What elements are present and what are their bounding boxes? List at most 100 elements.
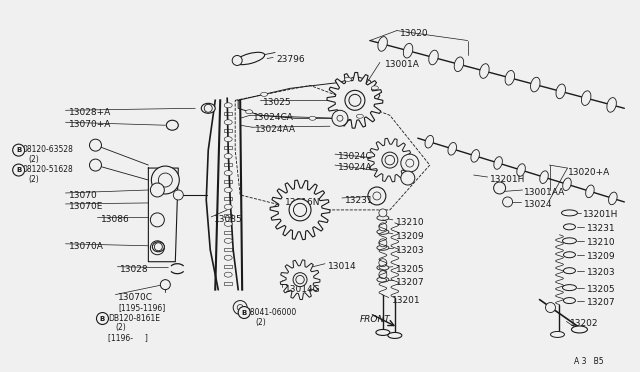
Ellipse shape <box>531 77 540 92</box>
Ellipse shape <box>224 137 232 142</box>
Text: 23796: 23796 <box>276 55 305 64</box>
Circle shape <box>232 55 242 65</box>
Circle shape <box>337 115 343 121</box>
Ellipse shape <box>563 298 575 304</box>
Ellipse shape <box>609 192 617 205</box>
Text: 13201H: 13201H <box>584 210 619 219</box>
Bar <box>224 231 232 234</box>
Ellipse shape <box>378 36 387 51</box>
Bar <box>224 197 232 200</box>
Ellipse shape <box>454 57 464 71</box>
Circle shape <box>237 305 243 311</box>
Text: [1195-1196]: [1195-1196] <box>118 304 166 312</box>
Ellipse shape <box>425 135 433 148</box>
Bar <box>224 265 232 268</box>
Ellipse shape <box>377 277 389 282</box>
Circle shape <box>406 159 414 167</box>
Circle shape <box>238 307 250 318</box>
Text: FRONT: FRONT <box>360 314 390 324</box>
Circle shape <box>97 312 108 324</box>
Polygon shape <box>270 180 330 240</box>
Bar <box>224 214 232 217</box>
Text: 13001A: 13001A <box>385 61 420 70</box>
Circle shape <box>379 223 387 231</box>
Circle shape <box>90 159 102 171</box>
Ellipse shape <box>236 52 265 65</box>
Text: 13024A: 13024A <box>338 163 372 172</box>
Ellipse shape <box>224 170 232 176</box>
Bar <box>224 129 232 132</box>
Text: 13020+A: 13020+A <box>568 168 610 177</box>
Text: 13024CA: 13024CA <box>253 113 294 122</box>
Text: 13070: 13070 <box>68 191 97 200</box>
Text: B: B <box>16 147 21 153</box>
Text: 13001AA: 13001AA <box>524 188 565 197</box>
Ellipse shape <box>201 103 215 113</box>
Ellipse shape <box>377 245 389 250</box>
Text: 13028+A: 13028+A <box>68 108 111 117</box>
Text: 13210: 13210 <box>588 238 616 247</box>
Ellipse shape <box>556 84 566 99</box>
Ellipse shape <box>260 92 268 96</box>
Bar <box>224 180 232 183</box>
Bar <box>224 248 232 251</box>
Text: 13014G: 13014G <box>285 285 321 294</box>
Ellipse shape <box>494 157 502 169</box>
Text: (2): (2) <box>255 318 266 327</box>
Text: 13231: 13231 <box>588 224 616 233</box>
Ellipse shape <box>505 70 515 85</box>
Text: 13014: 13014 <box>328 262 356 271</box>
Text: 13205: 13205 <box>588 285 616 294</box>
Ellipse shape <box>479 64 489 78</box>
Bar <box>224 163 232 166</box>
Text: 08041-06000: 08041-06000 <box>245 308 296 317</box>
Text: 13201: 13201 <box>392 296 420 305</box>
Ellipse shape <box>224 221 232 226</box>
Text: A 3   B5: A 3 B5 <box>575 357 604 366</box>
Ellipse shape <box>403 44 413 58</box>
Ellipse shape <box>607 97 616 112</box>
Text: (2): (2) <box>29 155 40 164</box>
Ellipse shape <box>356 114 364 118</box>
Ellipse shape <box>224 272 232 277</box>
Circle shape <box>150 241 164 255</box>
Text: 13070C: 13070C <box>118 293 154 302</box>
Ellipse shape <box>224 205 232 209</box>
Ellipse shape <box>152 242 164 252</box>
Text: 13016N: 13016N <box>285 198 321 207</box>
Circle shape <box>90 139 102 151</box>
Text: 13209: 13209 <box>588 252 616 261</box>
Circle shape <box>154 243 163 251</box>
Ellipse shape <box>166 120 179 130</box>
Text: 13024: 13024 <box>524 200 552 209</box>
Text: 08120-51628: 08120-51628 <box>22 165 74 174</box>
Circle shape <box>173 190 183 200</box>
Ellipse shape <box>572 326 588 333</box>
Circle shape <box>13 144 25 156</box>
Polygon shape <box>368 138 412 182</box>
Text: 13085: 13085 <box>214 215 243 224</box>
Ellipse shape <box>563 238 577 244</box>
Circle shape <box>368 187 386 205</box>
Circle shape <box>493 182 506 194</box>
Ellipse shape <box>224 120 232 125</box>
Ellipse shape <box>224 255 232 260</box>
Circle shape <box>233 301 247 314</box>
Circle shape <box>345 90 365 110</box>
Text: 13070A: 13070A <box>68 242 104 251</box>
Text: 13203: 13203 <box>588 268 616 277</box>
Text: 13207: 13207 <box>588 298 616 307</box>
Circle shape <box>152 166 179 194</box>
Ellipse shape <box>563 178 572 190</box>
Circle shape <box>379 209 387 217</box>
Ellipse shape <box>429 50 438 65</box>
Text: 08120-63528: 08120-63528 <box>22 145 74 154</box>
Text: 13070E: 13070E <box>68 202 103 211</box>
Bar <box>224 146 232 149</box>
Circle shape <box>332 110 348 126</box>
Circle shape <box>379 259 387 267</box>
Circle shape <box>545 302 556 312</box>
Circle shape <box>161 280 170 290</box>
Circle shape <box>204 104 212 112</box>
Circle shape <box>379 271 387 279</box>
